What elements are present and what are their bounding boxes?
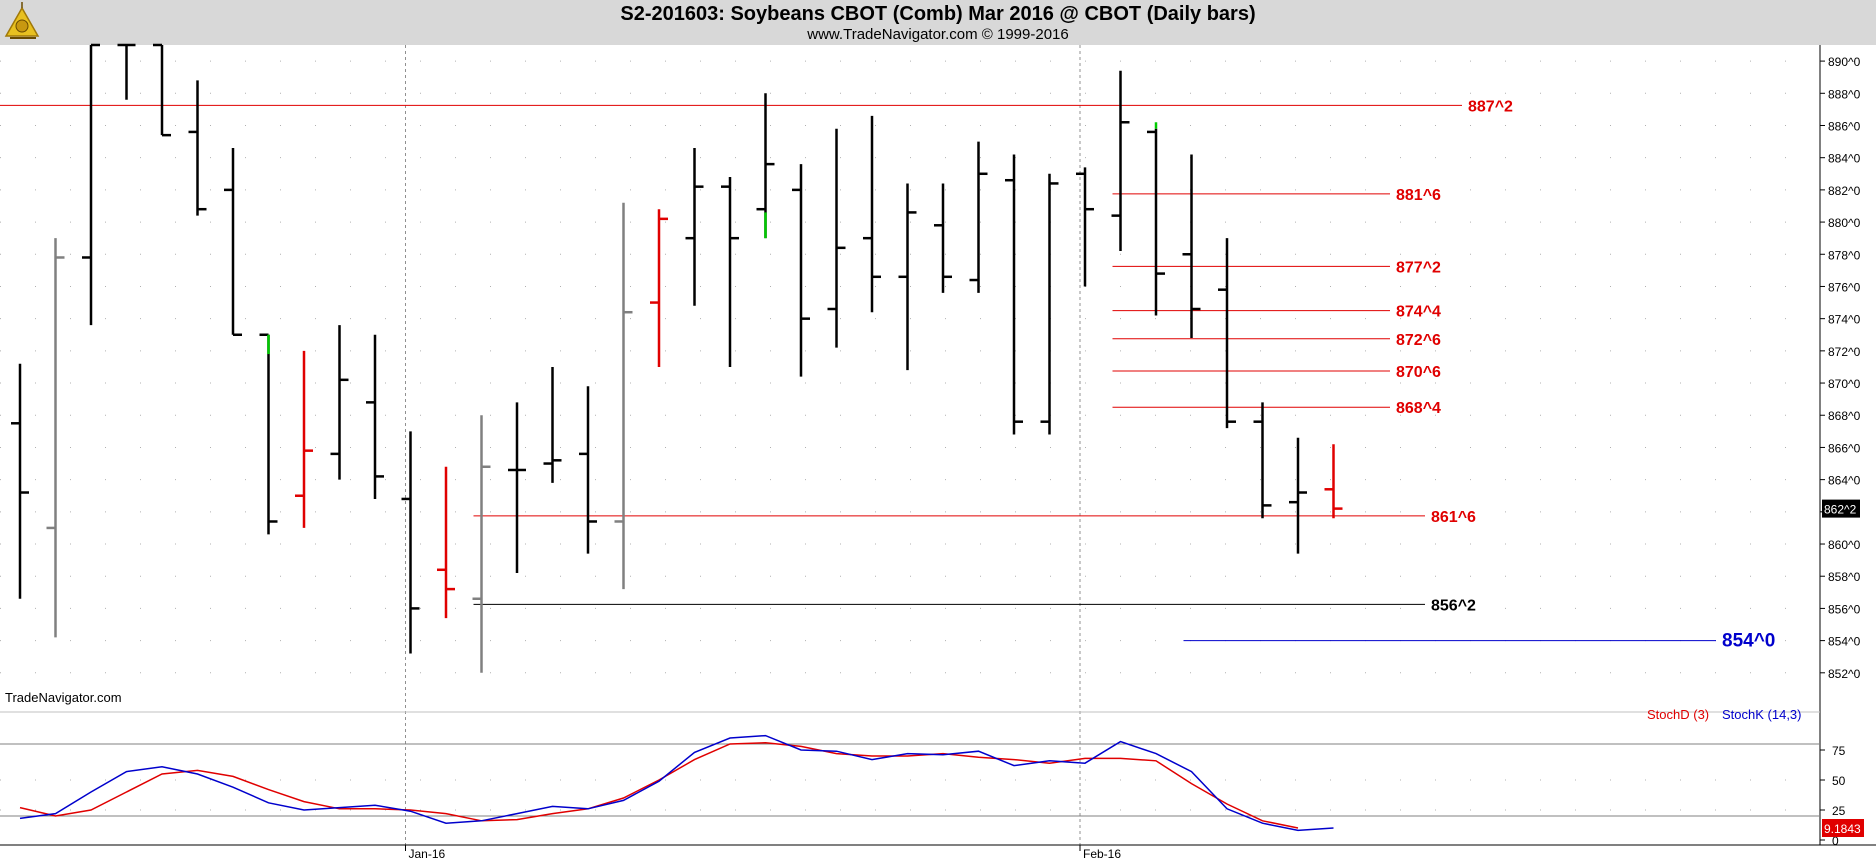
level-label: 877^2 [1396,259,1441,276]
price-tick-label: 874^0 [1828,313,1861,327]
price-tick-label: 858^0 [1828,570,1861,584]
level-label: 872^6 [1396,332,1441,349]
last-price-box [1822,499,1860,518]
price-tick-label: 866^0 [1828,441,1861,455]
last-price-label: 862^2 [1824,503,1857,517]
price-tick-label: 852^0 [1828,667,1861,681]
price-tick-label: 856^0 [1828,602,1861,616]
level-label: 856^2 [1431,597,1476,614]
level-label: 887^2 [1468,98,1513,115]
price-tick-label: 888^0 [1828,87,1861,101]
price-tick-label: 868^0 [1828,409,1861,423]
last-osc-label: 9.1843 [1824,822,1861,836]
price-tick-label: 878^0 [1828,248,1861,262]
date-tick-label: Feb-16 [1083,847,1121,861]
price-tick-label: 880^0 [1828,216,1861,230]
chart-subtitle: www.TradeNavigator.com © 1999-2016 [807,26,1069,43]
price-tick-label: 860^0 [1828,538,1861,552]
watermark: TradeNavigator.com [5,690,122,705]
right-axis-bg [1820,45,1876,863]
price-tick-label: 872^0 [1828,345,1861,359]
price-tick-label: 884^0 [1828,152,1861,166]
osc-tick-label: 50 [1832,774,1846,788]
legend-stochk: StochK (14,3) [1722,707,1802,722]
osc-tick-label: 75 [1832,744,1846,758]
stochd-line [19,742,1299,829]
price-tick-label: 870^0 [1828,377,1861,391]
level-label: 861^6 [1431,509,1476,526]
price-tick-label: 886^0 [1828,119,1861,133]
level-label: 868^4 [1396,400,1441,417]
price-tick-label: 864^0 [1828,474,1861,488]
price-tick-label: 854^0 [1828,635,1861,649]
chart-header: S2-201603: Soybeans CBOT (Comb) Mar 2016… [0,0,1876,45]
stochk-line [19,734,1334,832]
sextant-logo-icon [0,0,48,45]
osc-tick-label: 25 [1832,804,1846,818]
date-tick-label: Jan-16 [409,847,446,861]
level-label: 874^4 [1396,304,1441,321]
level-label: 881^6 [1396,187,1441,204]
chart-title: S2-201603: Soybeans CBOT (Comb) Mar 2016… [620,3,1256,25]
level-label: 854^0 [1722,631,1775,652]
osc-tick-label: 0 [1832,834,1839,848]
price-tick-label: 890^0 [1828,55,1861,69]
level-label: 870^6 [1396,364,1441,381]
legend-stochd: StochD (3) [1647,707,1710,722]
last-osc-box [1822,819,1864,837]
price-tick-label: 876^0 [1828,280,1861,294]
price-panel-bg [0,45,1820,705]
price-tick-label: 882^0 [1828,184,1861,198]
